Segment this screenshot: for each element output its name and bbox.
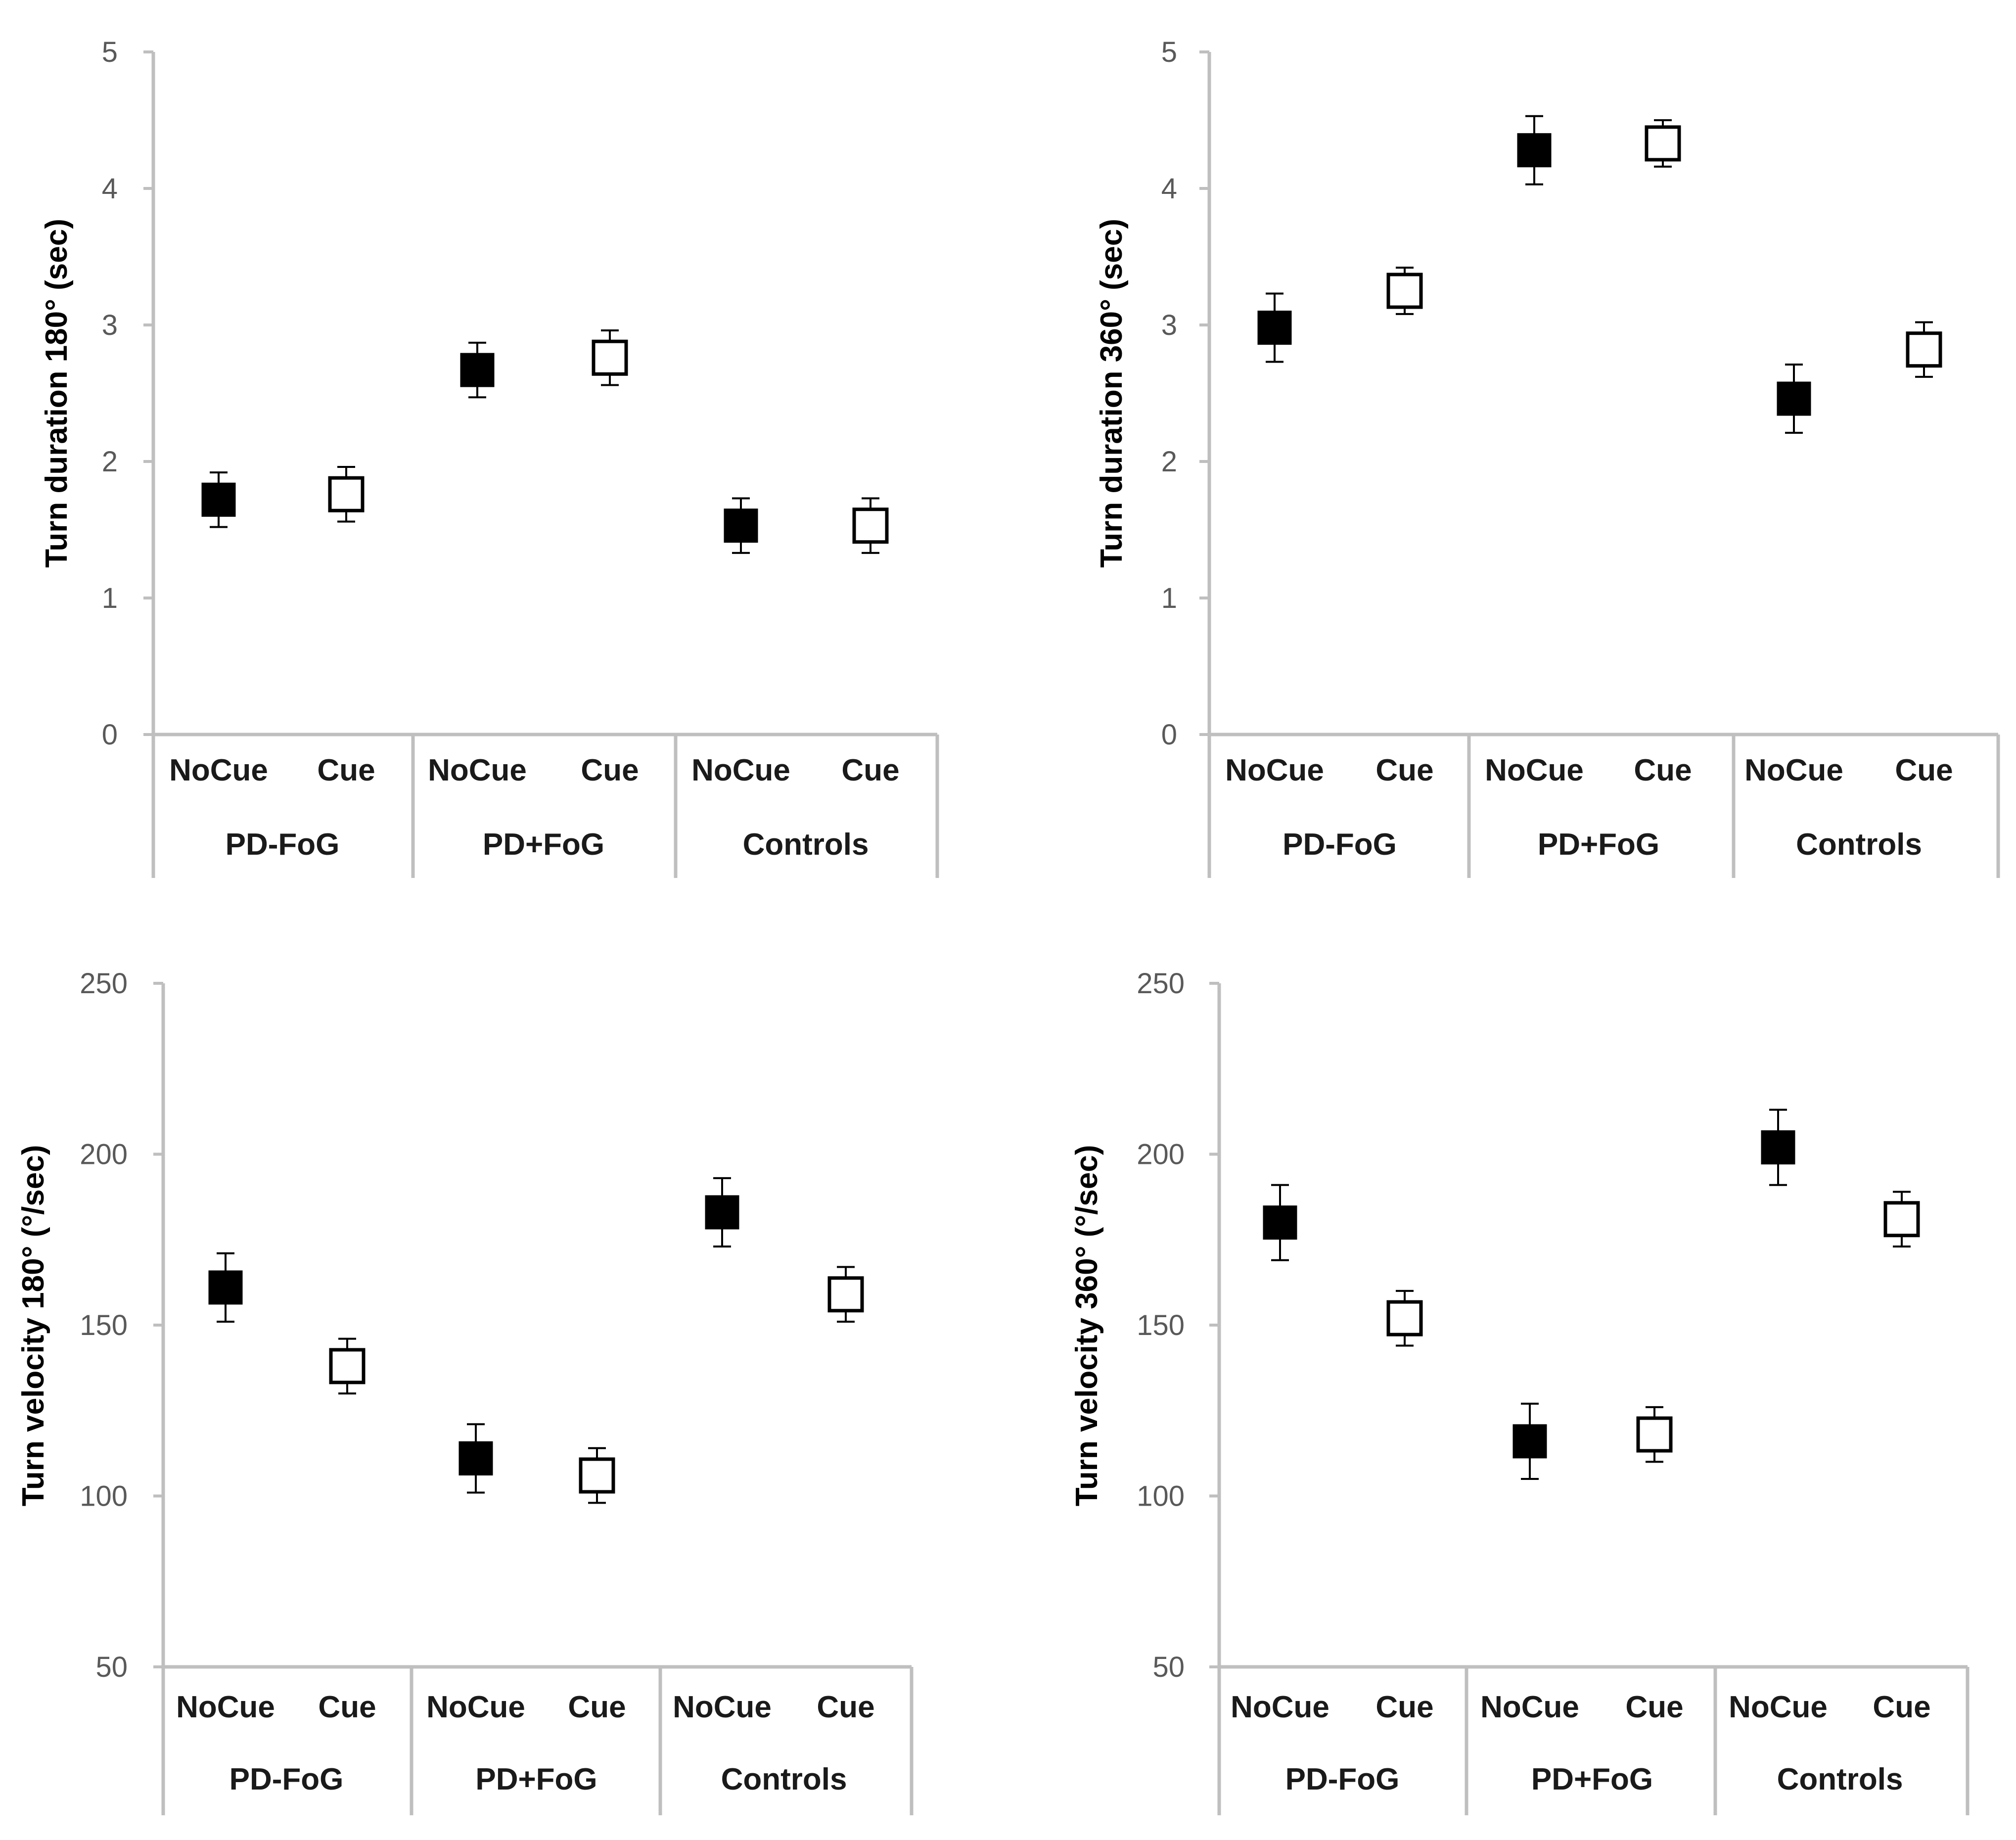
data-point-open-marker (592, 339, 628, 376)
category-label: Cue (1873, 1690, 1930, 1724)
data-point-filled-marker (208, 1270, 243, 1305)
group-label: PD+FoG (475, 1762, 597, 1796)
data-point-filled-marker (1517, 133, 1552, 168)
y-tick-label: 4 (1161, 173, 1177, 205)
panel-turn-velocity-180: 50 100 150 200 250 Turn velocity 180° (°/sec)… (16, 967, 914, 1815)
y-tick-label: 100 (1137, 1480, 1185, 1513)
category-label: NoCue (1744, 753, 1843, 787)
group-label: PD+FoG (1538, 828, 1659, 862)
y-tick-label: 250 (80, 967, 128, 1000)
panel-turn-duration-360: 0 1 2 3 4 5 Turn duration 360° (sec) NoCue Cue No… (1095, 36, 2000, 878)
category-label: NoCue (169, 753, 268, 787)
data-point-open-marker (1386, 273, 1423, 309)
category-label: NoCue (426, 1690, 525, 1724)
data-point-open-marker (1645, 125, 1681, 162)
group-label: Controls (743, 828, 869, 862)
y-tick-label: 0 (102, 719, 118, 751)
data-point-open-marker (329, 1348, 366, 1384)
data-point-filled-marker (724, 508, 758, 543)
data-point-filled-marker (705, 1195, 739, 1230)
category-label: NoCue (691, 753, 790, 787)
category-label: Cue (1375, 1690, 1433, 1724)
y-tick-label: 50 (1152, 1651, 1185, 1683)
category-label: Cue (841, 753, 899, 787)
group-label: PD-FoG (229, 1762, 344, 1796)
group-label: PD-FoG (226, 828, 340, 862)
y-tick-label: 1 (102, 582, 118, 614)
y-axis-title: Turn velocity 180° (°/sec) (16, 1145, 50, 1507)
group-label: Controls (1777, 1762, 1903, 1796)
y-axis-title: Turn duration 180° (sec) (40, 219, 74, 568)
y-tick-label: 200 (80, 1139, 128, 1171)
data-point-open-marker (827, 1276, 864, 1313)
y-tick-label: 250 (1137, 967, 1185, 1000)
category-label: NoCue (1729, 1690, 1828, 1724)
group-label: PD+FoG (1531, 1762, 1653, 1796)
category-label: Cue (568, 1690, 626, 1724)
category-label: Cue (317, 753, 375, 787)
y-tick-label: 150 (1137, 1309, 1185, 1341)
group-label: Controls (721, 1762, 847, 1796)
y-tick-label: 3 (1161, 309, 1177, 341)
category-label: NoCue (428, 753, 527, 787)
category-label: Cue (1634, 753, 1692, 787)
data-point-open-marker (1883, 1201, 1920, 1238)
data-point-open-marker (852, 507, 889, 544)
y-tick-label: 4 (102, 173, 118, 205)
data-point-filled-marker (1257, 311, 1292, 345)
category-label: NoCue (1485, 753, 1584, 787)
y-tick-label: 50 (95, 1651, 128, 1683)
panel-turn-duration-180: 0 1 2 3 4 5 Turn duration 180° (sec) NoCue Cue No… (40, 36, 939, 878)
category-label: NoCue (176, 1690, 275, 1724)
category-label: NoCue (673, 1690, 772, 1724)
data-point-filled-marker (458, 1441, 493, 1475)
y-tick-label: 200 (1137, 1139, 1185, 1171)
y-tick-label: 0 (1161, 719, 1177, 751)
category-label: Cue (1625, 1690, 1683, 1724)
category-label: Cue (1895, 753, 1953, 787)
group-label: PD+FoG (483, 828, 604, 862)
data-point-open-marker (579, 1457, 615, 1494)
category-label: NoCue (1225, 753, 1324, 787)
category-label: Cue (318, 1690, 376, 1724)
y-tick-label: 2 (102, 446, 118, 478)
data-point-open-marker (1906, 331, 1942, 368)
category-label: NoCue (1231, 1690, 1329, 1724)
y-axis-title: Turn velocity 360° (°/sec) (1070, 1145, 1104, 1507)
data-point-filled-marker (1777, 381, 1811, 416)
data-point-filled-marker (1263, 1205, 1297, 1240)
panel-turn-velocity-360: 50 100 150 200 250 Turn velocity 360° (°/sec)… (1070, 967, 1970, 1815)
data-point-open-marker (1386, 1300, 1423, 1336)
group-label: Controls (1796, 828, 1922, 862)
y-tick-label: 100 (80, 1480, 128, 1513)
category-label: Cue (1375, 753, 1433, 787)
y-tick-label: 150 (80, 1309, 128, 1341)
group-label: PD-FoG (1283, 828, 1397, 862)
y-tick-label: 5 (102, 36, 118, 68)
category-label: Cue (817, 1690, 874, 1724)
data-point-filled-marker (460, 353, 495, 387)
category-label: Cue (581, 753, 639, 787)
data-point-open-marker (1636, 1416, 1673, 1453)
y-tick-label: 3 (102, 309, 118, 341)
data-point-filled-marker (1512, 1424, 1547, 1459)
category-label: NoCue (1480, 1690, 1579, 1724)
y-tick-label: 2 (1161, 446, 1177, 478)
y-tick-label: 1 (1161, 582, 1177, 614)
data-point-open-marker (328, 476, 365, 512)
data-point-filled-marker (201, 482, 236, 517)
data-point-filled-marker (1761, 1130, 1795, 1165)
group-label: PD-FoG (1285, 1762, 1400, 1796)
y-axis-title: Turn duration 360° (sec) (1095, 219, 1129, 568)
y-tick-label: 5 (1161, 36, 1177, 68)
